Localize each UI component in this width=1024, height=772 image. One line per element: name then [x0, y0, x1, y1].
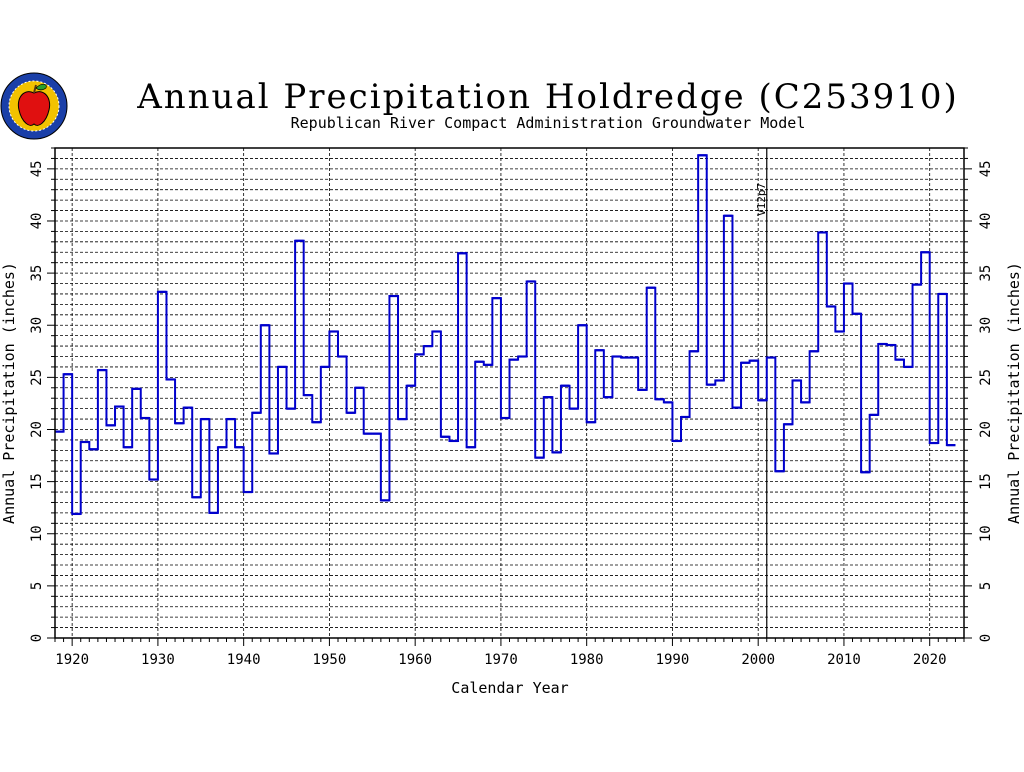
plot-frame [54, 147, 965, 639]
y-tick-label-right: 35 [978, 265, 994, 282]
chart-title: Annual Precipitation Holdredge (C253910) [136, 77, 959, 117]
y-tick-label-left: 0 [29, 634, 45, 642]
x-axis-ticks: 1920 1930 1940 1950 1960 1970 1980 1990 2000 2010… [54, 638, 965, 668]
x-axis-label: Calendar Year [451, 679, 568, 697]
gridlines [55, 148, 964, 638]
x-tick-label: 1930 [141, 652, 175, 668]
x-tick-label: 1950 [313, 652, 347, 668]
x-tick-label: 1960 [398, 652, 432, 668]
x-tick-label: 2020 [913, 652, 947, 668]
y-tick-label-left: 40 [29, 213, 45, 230]
x-tick-label: 2000 [741, 652, 775, 668]
precipitation-series-line [55, 154, 956, 515]
x-tick-label: 1970 [484, 652, 518, 668]
version-marker-label: V12p7 [755, 183, 768, 216]
y-tick-label-right: 30 [978, 317, 994, 334]
x-tick-label: 1990 [656, 652, 690, 668]
y-tick-label-left: 45 [29, 160, 45, 177]
y-tick-label-right: 40 [978, 213, 994, 230]
y-tick-label-left: 30 [29, 317, 45, 334]
y-tick-label-left: 5 [29, 582, 45, 590]
y-tick-label-right: 20 [978, 421, 994, 438]
y-tick-label-left: 25 [29, 369, 45, 386]
y-tick-label-right: 10 [978, 525, 994, 542]
y-tick-label-right: 45 [978, 160, 994, 177]
y-tick-label-left: 10 [29, 525, 45, 542]
y-tick-label-right: 0 [978, 634, 994, 642]
x-tick-label: 1940 [227, 652, 261, 668]
x-tick-label: 1980 [570, 652, 604, 668]
x-tick-label: 1920 [55, 652, 89, 668]
x-tick-label: 2010 [827, 652, 861, 668]
y-tick-label-right: 25 [978, 369, 994, 386]
y-tick-label-right: 5 [978, 582, 994, 590]
chart-subtitle: Republican River Compact Administration … [291, 114, 806, 132]
y-axis-label-left: Annual Precipitation (inches) [0, 262, 18, 524]
y-tick-label-left: 20 [29, 421, 45, 438]
y-tick-label-left: 35 [29, 265, 45, 282]
series-group [55, 154, 956, 516]
y-axis-label-right: Annual Precipitation (inches) [1005, 262, 1023, 524]
y-tick-label-left: 15 [29, 473, 45, 490]
y-axis-ticks: 0 0 5 5 10 10 15 15 20 20 25 25 30 30 35 35 40 40 45 45 [29, 147, 994, 642]
y-tick-label-right: 15 [978, 473, 994, 490]
apple-logo-icon [0, 72, 68, 140]
